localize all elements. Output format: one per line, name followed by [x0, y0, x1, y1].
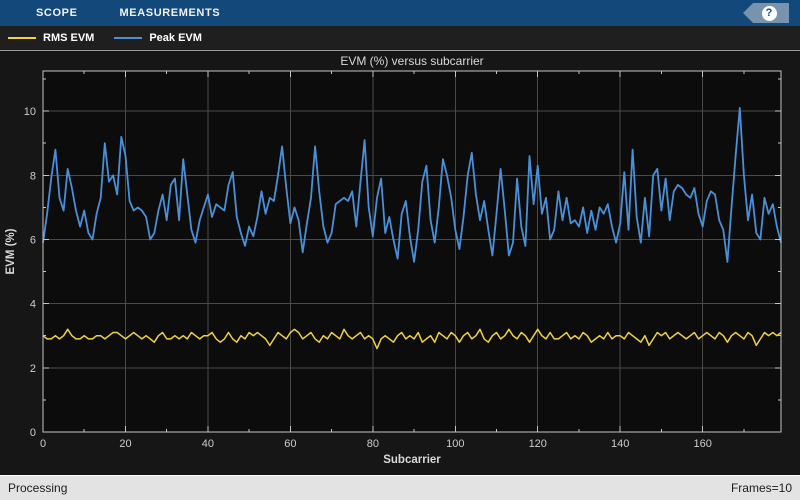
evm-chart: 0 20 40 60 80 100 120 140 160 0 2 4 6 8 10 EVM (%) vers…	[5, 54, 782, 466]
y-tick-label: 6	[30, 234, 36, 246]
y-tick-label: 2	[30, 363, 36, 375]
question-icon: ?	[761, 5, 777, 21]
tab-measurements[interactable]: MEASUREMENTS	[119, 7, 221, 19]
y-tick-label: 10	[24, 106, 36, 118]
y-tick-label: 4	[30, 299, 36, 311]
frames-counter: Frames=10	[730, 481, 792, 495]
x-tick-label: 40	[202, 438, 214, 450]
x-tick-label: 0	[40, 438, 46, 450]
tab-scope[interactable]: SCOPE	[36, 7, 78, 19]
x-tick-label: 80	[367, 438, 379, 450]
rms-evm-swatch	[8, 37, 36, 39]
status-bar: Processing Frames=10	[0, 475, 800, 500]
legend-label-rms-evm: RMS EVM	[43, 32, 95, 44]
x-tick-label: 100	[446, 438, 464, 450]
peak-evm-swatch	[114, 37, 143, 39]
y-axis-label: EVM (%)	[5, 228, 17, 274]
y-tick-label: 0	[30, 427, 36, 439]
figure-area: 0 20 40 60 80 100 120 140 160 0 2 4 6 8 10 EVM (%) vers…	[0, 50, 800, 475]
x-tick-label: 160	[693, 438, 711, 450]
rms-evm-line	[42, 328, 782, 350]
legend-item-peak-evm[interactable]: Peak EVM	[114, 32, 202, 44]
x-tick-label: 140	[611, 438, 629, 450]
legend-bar: RMS EVM Peak EVM	[0, 26, 800, 50]
legend-item-rms-evm[interactable]: RMS EVM	[8, 32, 94, 44]
x-tick-label: 120	[529, 438, 547, 450]
toolstrip: SCOPE MEASUREMENTS ?	[0, 0, 800, 26]
status-text: Processing	[8, 481, 68, 495]
y-tick-label: 8	[30, 170, 36, 182]
axes-border	[42, 70, 782, 433]
legend-label-peak-evm: Peak EVM	[149, 32, 202, 44]
x-axis-label: Subcarrier	[383, 454, 441, 466]
x-tick-label: 60	[284, 438, 296, 450]
peak-evm-line	[42, 107, 782, 263]
help-button[interactable]: ?	[743, 3, 789, 23]
chart-title: EVM (%) versus subcarrier	[340, 54, 483, 68]
x-tick-label: 20	[119, 438, 131, 450]
